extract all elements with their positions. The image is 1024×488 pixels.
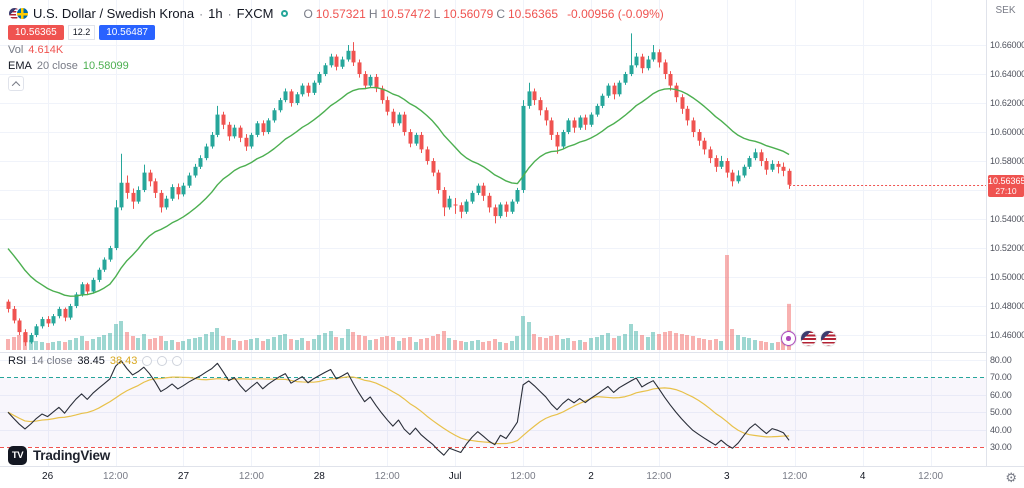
- low-label: L: [433, 6, 441, 21]
- time-tick-label: 12:00: [646, 471, 672, 482]
- exchange-label[interactable]: FXCM: [236, 6, 274, 21]
- high-label: H: [368, 6, 378, 21]
- volume-legend: Vol 4.614K: [8, 44, 664, 56]
- price-change: -0.00956 (-0.09%): [567, 6, 664, 21]
- rsi-ma-value: 38.43: [109, 355, 138, 367]
- spread-value: 12.2: [67, 25, 96, 40]
- volume-label: Vol: [8, 44, 24, 56]
- price-tick-label: 10.58000: [990, 156, 1024, 166]
- rsi-value: 38.45: [77, 355, 105, 367]
- us-flag-event-icon[interactable]: [821, 331, 836, 346]
- ema-params: 20 close: [36, 60, 78, 72]
- interval-label[interactable]: 1h: [208, 6, 223, 21]
- time-axis[interactable]: 26 12:00 27 12:00 28 12:00 Jul 12:00 2 12:00 3 12:0…: [0, 466, 1024, 488]
- time-tick-label: 4: [859, 471, 866, 482]
- price-tick-label: 10.60000: [990, 127, 1024, 137]
- time-tick-label: 12:00: [918, 471, 944, 482]
- time-tick-label: 28: [313, 471, 325, 482]
- close-value: 10.56365: [508, 6, 559, 21]
- time-tick-label: 12:00: [510, 471, 536, 482]
- price-tick-label: 10.66000: [990, 40, 1024, 50]
- ohlc-values: O 10.57321 H 10.57472 L 10.56079 C 10.56365: [303, 7, 558, 21]
- separator-dot: ·: [199, 6, 204, 21]
- economic-event-icon[interactable]: [781, 331, 796, 346]
- rsi-eye-icon[interactable]: [142, 356, 153, 366]
- high-value: 10.57472: [380, 6, 431, 21]
- collapse-indicators-button[interactable]: [8, 76, 24, 91]
- axis-settings-gear-icon[interactable]: ⚙: [1005, 470, 1017, 485]
- symbol-pair-logo-icon: [8, 7, 29, 20]
- ema-value: 10.58099: [82, 60, 129, 72]
- rsi-tick-label: 30.00: [990, 442, 1012, 452]
- bar-countdown: 27:10: [995, 185, 1017, 196]
- time-tick-label: 12:00: [782, 471, 808, 482]
- rsi-params: 14 close: [31, 355, 73, 367]
- separator-dot: ·: [227, 6, 232, 21]
- time-tick-label: 12:00: [374, 471, 400, 482]
- time-tick-label: 12:00: [103, 471, 129, 482]
- us-flag-event-icon[interactable]: [801, 331, 816, 346]
- time-tick-label: 26: [42, 471, 54, 482]
- buy-button[interactable]: 10.56487: [99, 25, 155, 40]
- open-label: O: [303, 6, 313, 21]
- rsi-tick-label: 40.00: [990, 424, 1012, 435]
- rsi-legend: RSI 14 close 38.45 38.43: [8, 355, 183, 367]
- time-tick-label: 12:00: [238, 471, 264, 482]
- ema-legend: EMA 20 close 10.58099: [8, 60, 664, 72]
- rsi-tick-label: 70.00: [990, 372, 1012, 383]
- price-tick-label: 10.62000: [990, 98, 1024, 108]
- price-axis[interactable]: SEK 10.66000 10.64000 10.62000 10.60000 10.5…: [986, 0, 1024, 466]
- price-tick-label: 10.54000: [990, 214, 1024, 224]
- close-label: C: [496, 6, 505, 21]
- price-tick-label: 10.48000: [990, 301, 1024, 311]
- price-tick-label: 10.52000: [990, 243, 1024, 253]
- low-value: 10.56079: [443, 6, 494, 21]
- economic-events: [781, 331, 836, 346]
- tradingview-logo-icon: TV: [8, 446, 27, 465]
- symbol-title[interactable]: U.S. Dollar / Swedish Krona: [33, 6, 195, 21]
- time-tick-label: 2: [588, 471, 594, 482]
- chevron-up-icon: [11, 80, 21, 90]
- market-status-icon: [281, 10, 289, 17]
- rsi-settings-icon[interactable]: [157, 356, 168, 366]
- trade-buttons-row: 10.56365 12.2 10.56487: [8, 25, 664, 40]
- sweden-flag-icon: [16, 7, 29, 20]
- axis-currency-label: SEK: [995, 5, 1016, 16]
- sell-button[interactable]: 10.56365: [8, 25, 64, 40]
- time-tick-label: 27: [177, 471, 190, 482]
- symbol-row: U.S. Dollar / Swedish Krona · 1h · FXCM …: [8, 6, 664, 21]
- time-tick-label: 3: [724, 471, 730, 482]
- tradingview-logo[interactable]: TV TradingView: [8, 446, 110, 465]
- time-tick-label: Jul: [448, 471, 462, 482]
- rsi-tick-label: 50.00: [990, 407, 1012, 418]
- last-price-badge: 10.56365 27:10: [988, 174, 1024, 197]
- volume-value: 4.614K: [28, 44, 64, 56]
- price-tick-label: 10.64000: [990, 69, 1024, 79]
- ema-title: EMA: [8, 60, 32, 72]
- chart-legend: U.S. Dollar / Swedish Krona · 1h · FXCM …: [8, 6, 664, 95]
- tradingview-wordmark: TradingView: [33, 448, 111, 463]
- rsi-tick-label: 60.00: [990, 389, 1012, 400]
- price-tick-label: 10.46000: [990, 330, 1024, 340]
- rsi-tick-label: 80.00: [990, 355, 1012, 365]
- open-value: 10.57321: [315, 6, 366, 21]
- legend-controls-row: [8, 76, 664, 91]
- price-tick-label: 10.50000: [990, 272, 1024, 282]
- last-price-value: 10.56365: [988, 175, 1024, 186]
- rsi-more-icon[interactable]: [172, 356, 183, 366]
- rsi-title[interactable]: RSI: [8, 355, 27, 367]
- price-chart-canvas[interactable]: [0, 0, 986, 466]
